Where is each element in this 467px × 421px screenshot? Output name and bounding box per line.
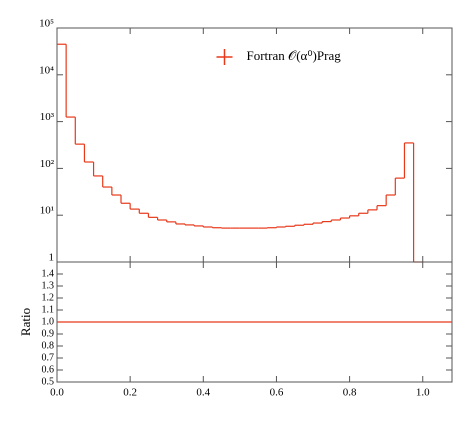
y-tick-label: 10¹ [40, 205, 54, 217]
x-tick-label: 1.0 [416, 387, 430, 399]
x-tick-label: 0.2 [123, 387, 137, 399]
y-tick-label: 1.4 [42, 268, 55, 279]
y-tick-label: 1.3 [42, 280, 55, 291]
x-tick-label: 0.0 [50, 387, 64, 399]
y-tick-label: 1.0 [42, 316, 55, 327]
y-tick-label: 0.9 [42, 328, 55, 339]
y-tick-label: 10² [40, 158, 55, 170]
y-tick-label: 0.6 [42, 364, 55, 375]
y-tick-label: 1 [49, 252, 55, 264]
y-tick-label: 10⁴ [39, 64, 54, 76]
y-tick-label: 0.5 [42, 376, 55, 387]
y-tick-label: 10³ [40, 111, 55, 123]
legend-marker [216, 49, 233, 65]
y-tick-label: 0.8 [42, 340, 55, 351]
plot-frame [56, 27, 453, 263]
y-axis-label: Ratio [18, 308, 33, 336]
y-tick-label: 1.2 [42, 292, 55, 303]
x-tick-label: 0.4 [196, 387, 210, 399]
y-tick-label: 1.1 [42, 304, 55, 315]
legend-label: Fortran 𝒪(α⁰)Prag [247, 48, 342, 63]
y-tick-label: 0.7 [42, 352, 55, 363]
x-tick-label: 0.8 [343, 387, 357, 399]
y-tick-label: 10⁵ [39, 18, 54, 30]
x-tick-label: 0.6 [270, 387, 284, 399]
